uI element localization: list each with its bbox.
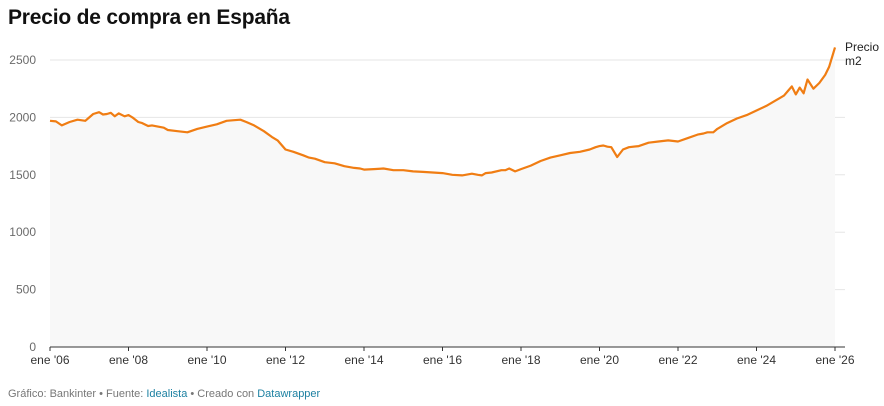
y-tick-label: 1000: [9, 225, 36, 239]
series-label-line: m2: [845, 54, 862, 68]
y-axis-ticks: 0 500 1000 1500 2000 2500: [9, 53, 36, 354]
footer-credit: Gráfico: Bankinter • Fuente:: [8, 388, 147, 400]
x-tick-label: ene '20: [580, 353, 619, 367]
chart-title: Precio de compra en España: [8, 6, 290, 29]
x-tick-label: ene '26: [816, 353, 855, 367]
y-tick-label: 2500: [9, 53, 36, 67]
x-tick-label: ene '08: [109, 353, 148, 367]
y-tick-label: 0: [29, 340, 36, 354]
chart-footer: Gráfico: Bankinter • Fuente: Idealista •…: [8, 388, 320, 400]
datawrapper-link[interactable]: Datawrapper: [257, 388, 321, 400]
x-tick-label: ene '16: [423, 353, 462, 367]
x-tick-label: ene '18: [502, 353, 541, 367]
footer-credit-middle: • Creado con: [187, 388, 258, 400]
x-tick-label: ene '14: [345, 353, 384, 367]
source-link[interactable]: Idealista: [146, 388, 188, 400]
price-area-fill: [50, 47, 835, 348]
x-tick-label: ene '12: [266, 353, 305, 367]
y-tick-label: 1500: [9, 168, 36, 182]
x-axis-ticks: ene '06 ene '08 ene '10 ene '12 ene '14 ene '…: [31, 347, 855, 367]
x-tick-label: ene '10: [188, 353, 227, 367]
x-tick-label: ene '22: [659, 353, 698, 367]
series-label-line: Precio: [845, 40, 879, 54]
x-tick-label: ene '06: [31, 353, 70, 367]
series-label: Precio m2: [845, 40, 879, 68]
price-line[interactable]: [49, 47, 837, 177]
y-tick-label: 2000: [9, 110, 36, 124]
y-tick-label: 500: [16, 283, 36, 297]
x-tick-label: ene '24: [737, 353, 776, 367]
